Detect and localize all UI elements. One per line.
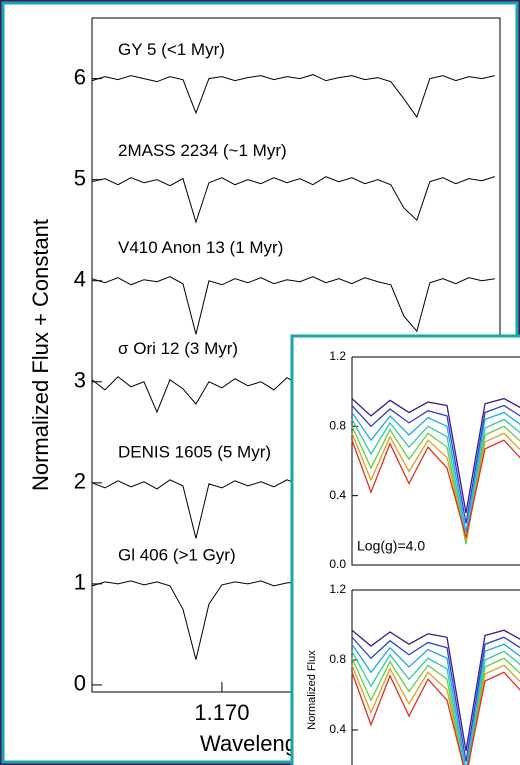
y-tick-label: 5 — [74, 165, 86, 190]
y-tick-label: 6 — [74, 64, 86, 89]
spectrum-line — [91, 276, 495, 335]
spectrum-line — [351, 439, 520, 538]
y-tick-label: 0.8 — [329, 652, 346, 666]
spectrum-label: V410 Anon 13 (1 Myr) — [118, 238, 283, 257]
y-tick-label: 0.8 — [329, 419, 346, 433]
spectrum-line — [91, 176, 495, 224]
y-tick-label: 0.4 — [329, 722, 346, 736]
inset-chart: 0.0 0.4 0.8 1.2 Log(g)=4.0 0.4 0.8 1.2 Normalize… — [306, 349, 520, 765]
y-tick-label: 0.4 — [329, 488, 346, 502]
y-tick-label: 2 — [74, 469, 86, 494]
spectrum-line — [351, 397, 520, 514]
spectrum-label: Gl 406 (>1 Gyr) — [118, 545, 236, 564]
y-tick-label: 0 — [74, 671, 86, 696]
spectrum-line — [351, 643, 520, 765]
y-tick-label: 1 — [74, 570, 86, 595]
spectrum-line — [351, 629, 520, 752]
spectrum-label: GY 5 (<1 Myr) — [118, 40, 225, 59]
spectrum-label: DENIS 1605 (5 Myr) — [118, 442, 271, 461]
spectrum-line — [351, 411, 520, 533]
y-tick-label: 0.0 — [329, 557, 346, 571]
y-tick-label: 3 — [74, 368, 86, 393]
spectrum-line — [351, 404, 520, 524]
spectrum-label: 2MASS 2234 (~1 Myr) — [118, 141, 287, 160]
y-tick-label: 1.2 — [329, 349, 346, 363]
spectrum-line — [351, 636, 520, 762]
y-tick-label: 1.2 — [329, 582, 346, 596]
spectrum-label: σ Ori 12 (3 Myr) — [118, 339, 238, 358]
y-axis-label: Normalized Flux + Constant — [28, 219, 53, 491]
spectrum-line — [351, 418, 520, 540]
annotation: Log(g)=4.0 — [357, 538, 425, 554]
x-tick-label: 1.170 — [194, 700, 249, 725]
spectrum-line — [351, 671, 520, 765]
spectrum-line — [351, 650, 520, 765]
y-axis-label: Normalized Flux — [306, 650, 318, 730]
y-tick-label: 4 — [74, 267, 86, 292]
spectrum-line — [91, 74, 495, 119]
